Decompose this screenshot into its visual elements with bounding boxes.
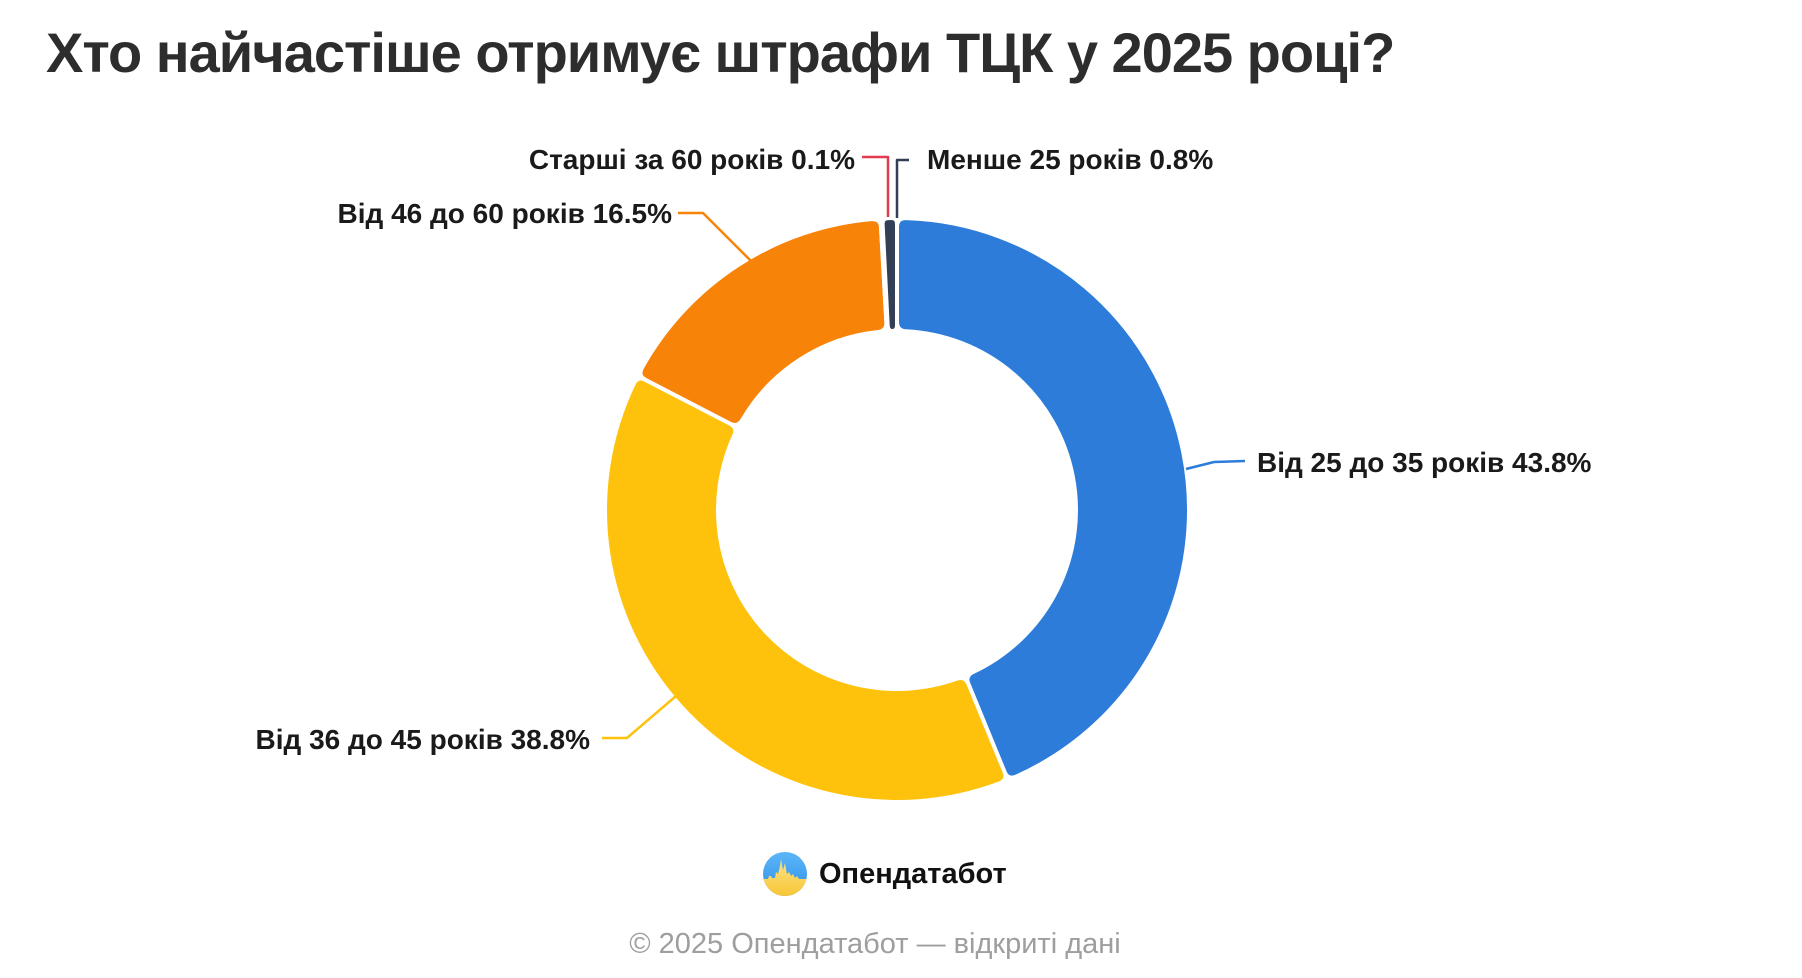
pie-slice-1 bbox=[603, 376, 1008, 804]
callout-label-36-45: Від 36 до 45 років 38.8% bbox=[255, 724, 590, 755]
callout-label-25-35: Від 25 до 35 років 43.8% bbox=[1257, 447, 1592, 478]
pie-slice-4 bbox=[880, 216, 899, 334]
leader-line-3 bbox=[862, 155, 890, 217]
callout-label-under-25: Менше 25 років 0.8% bbox=[927, 144, 1214, 175]
callout-label-46-60: Від 46 до 60 років 16.5% bbox=[337, 198, 672, 229]
pie-slice-0 bbox=[895, 216, 1192, 780]
leader-line-0 bbox=[1185, 459, 1246, 471]
pie-slice-2 bbox=[638, 217, 889, 428]
opendatabot-logo-icon bbox=[763, 852, 807, 896]
copyright-text: © 2025 Опендатабот — відкриті дані bbox=[629, 928, 1121, 960]
footer-brand: Опендатабот bbox=[763, 852, 1007, 896]
page-title: Хто найчастіше отримує штрафи ТЦК у 2025… bbox=[46, 21, 1395, 84]
brand-wordmark: Опендатабот bbox=[819, 857, 1007, 890]
leader-line-2 bbox=[678, 211, 753, 263]
leader-line-1 bbox=[602, 695, 677, 740]
leader-line-4 bbox=[895, 158, 909, 218]
callout-label-over-60: Старші за 60 років 0.1% bbox=[528, 144, 855, 175]
